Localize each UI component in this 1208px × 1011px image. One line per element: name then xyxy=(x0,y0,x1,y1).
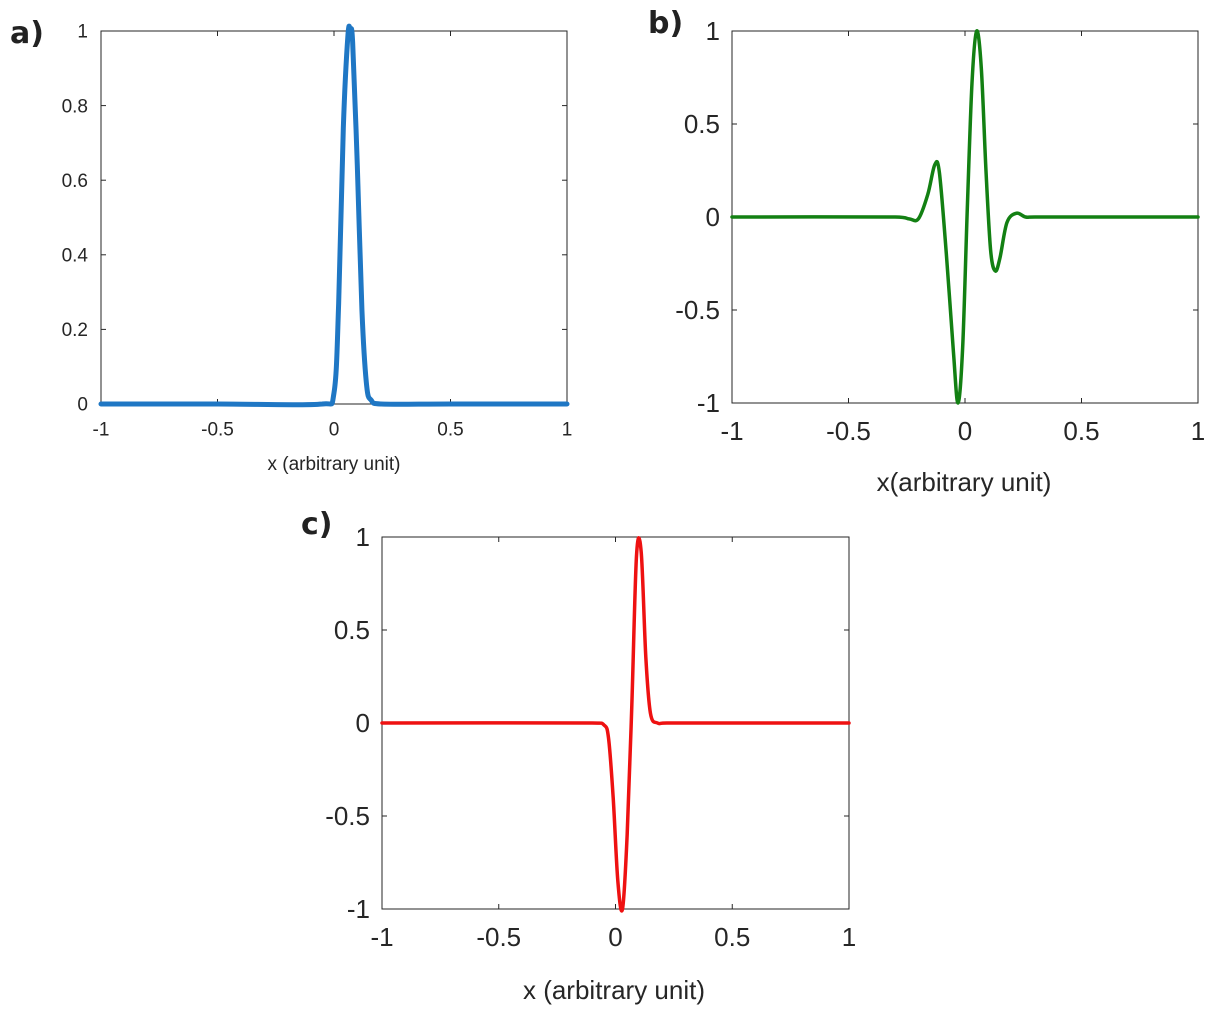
y-tick-label: 0.8 xyxy=(62,96,88,117)
y-tick-label: 1 xyxy=(706,16,720,46)
series-line xyxy=(380,536,851,913)
x-tick-label: 1 xyxy=(842,922,856,952)
series-line xyxy=(98,23,570,408)
panel-a-label: a) xyxy=(10,16,44,51)
x-axis-label-c: x (arbitrary unit) xyxy=(523,975,705,1005)
x-axis-label-b: x(arbitrary unit) xyxy=(877,467,1052,497)
x-tick-label: -1 xyxy=(720,416,743,446)
y-tick-label: 0.5 xyxy=(684,109,720,139)
x-tick-label: 0.5 xyxy=(1063,416,1099,446)
y-tick-label: -1 xyxy=(347,894,370,924)
panel-b: b) -1 -0.5 0 0.5 1 -1 -0.5 0 0.5 1 x(arbitrary u… xyxy=(648,6,1205,497)
y-tick-label: 0.2 xyxy=(62,320,88,341)
y-tick-label: 0.4 xyxy=(62,245,89,266)
panel-c-label: c) xyxy=(301,507,333,542)
panel-a: a) -1 -0.5 0 0.5 1 0 0.2 0.4 0.6 0.8 1 x (arbitra… xyxy=(10,16,572,475)
y-tick-label: 0 xyxy=(706,202,720,232)
y-tick-label: 0.5 xyxy=(334,615,370,645)
x-tick-label: 1 xyxy=(1191,416,1205,446)
x-tick-label: 0 xyxy=(608,922,622,952)
panel-c: c) -1 -0.5 0 0.5 1 -1 -0.5 0 0.5 1 x (arbitrary … xyxy=(301,507,856,1005)
x-tick-label: 0 xyxy=(958,416,972,446)
y-tick-label: 0 xyxy=(77,395,88,416)
y-tick-label: 0 xyxy=(356,708,370,738)
y-tick-label: 0.6 xyxy=(62,171,88,192)
x-tick-label: 0 xyxy=(329,419,340,440)
plot-frame-a xyxy=(100,30,568,405)
y-tick-label: -0.5 xyxy=(675,295,720,325)
series-line xyxy=(730,29,1200,405)
x-tick-label: -0.5 xyxy=(201,419,234,440)
y-tick-label: -1 xyxy=(697,388,720,418)
x-tick-label: -0.5 xyxy=(476,922,521,952)
y-tick-label: 1 xyxy=(77,22,88,43)
x-tick-label: 0.5 xyxy=(714,922,750,952)
x-tick-label: -0.5 xyxy=(826,416,871,446)
panel-b-label: b) xyxy=(648,6,683,41)
x-tick-label: -1 xyxy=(370,922,393,952)
x-axis-label-a: x (arbitrary unit) xyxy=(267,454,400,475)
x-tick-label: 1 xyxy=(562,419,573,440)
x-tick-label: 0.5 xyxy=(437,419,463,440)
x-tick-label: -1 xyxy=(93,419,110,440)
y-tick-label: 1 xyxy=(356,522,370,552)
y-tick-label: -0.5 xyxy=(325,801,370,831)
